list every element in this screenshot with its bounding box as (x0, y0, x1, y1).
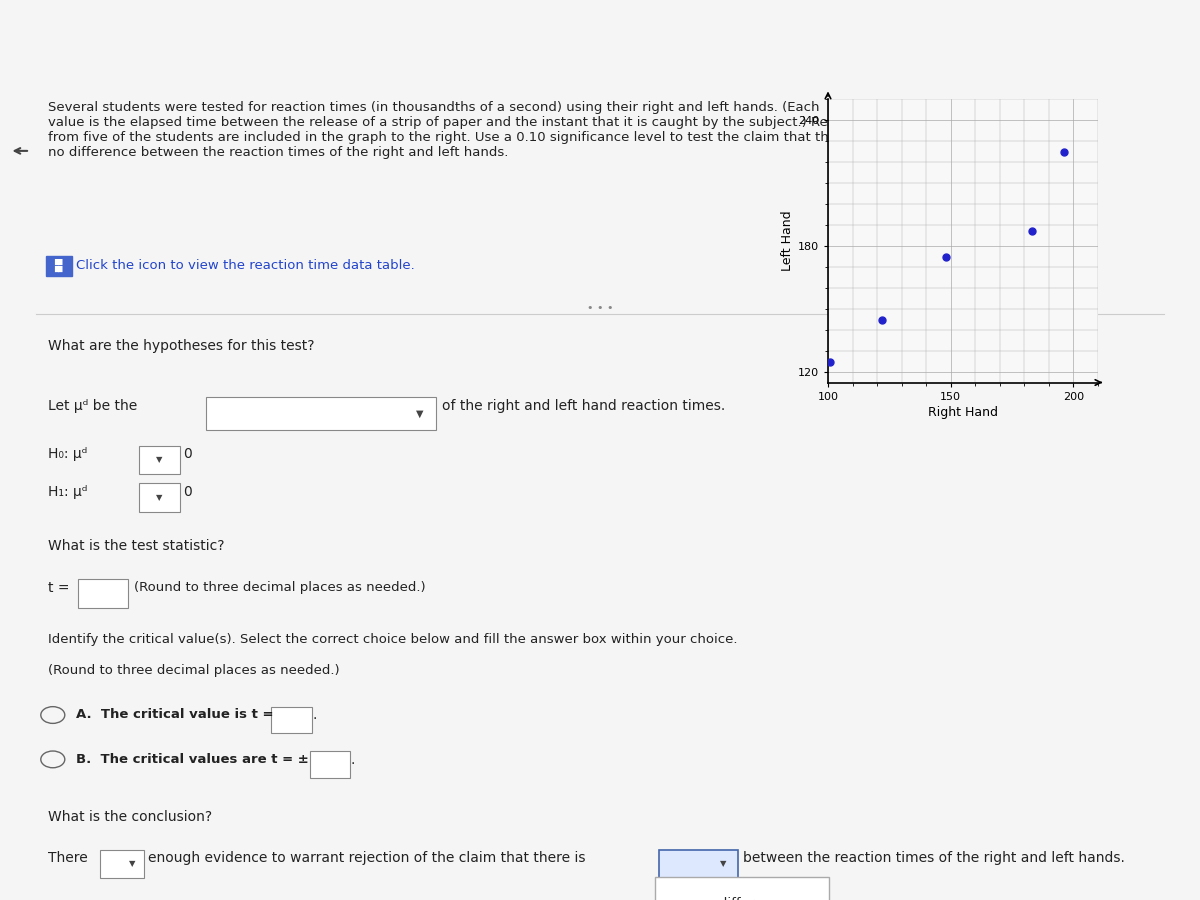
Text: no difference: no difference (698, 897, 786, 900)
Text: (Round to three decimal places as needed.): (Round to three decimal places as needed… (134, 581, 426, 594)
Text: between the reaction times of the right and left hands.: between the reaction times of the right … (743, 851, 1124, 866)
FancyBboxPatch shape (100, 850, 144, 878)
FancyBboxPatch shape (655, 877, 829, 900)
Text: 0: 0 (184, 447, 192, 461)
FancyBboxPatch shape (310, 751, 350, 778)
Text: ▼: ▼ (156, 493, 163, 502)
Text: Identify the critical value(s). Select the correct choice below and fill the ans: Identify the critical value(s). Select t… (48, 633, 738, 646)
Text: ▼: ▼ (416, 409, 424, 419)
Text: ██
██: ██ ██ (54, 259, 64, 272)
FancyBboxPatch shape (659, 850, 738, 878)
Text: Click the icon to view the reaction time data table.: Click the icon to view the reaction time… (76, 259, 414, 272)
Text: ▼: ▼ (128, 860, 136, 868)
Point (936, 249, 955, 264)
Text: t =: t = (48, 581, 70, 595)
FancyBboxPatch shape (78, 580, 128, 608)
Text: Let μᵈ be the: Let μᵈ be the (48, 400, 137, 413)
Text: • • •: • • • (587, 303, 613, 313)
FancyBboxPatch shape (271, 706, 312, 733)
Text: A.  The critical value is t =: A. The critical value is t = (76, 708, 274, 721)
X-axis label: Right Hand: Right Hand (928, 406, 998, 419)
FancyBboxPatch shape (139, 446, 180, 474)
Text: Several students were tested for reaction times (in thousandths of a second) usi: Several students were tested for reactio… (48, 101, 865, 158)
Text: What is the conclusion?: What is the conclusion? (48, 810, 212, 824)
Text: H₀: μᵈ: H₀: μᵈ (48, 447, 88, 461)
FancyBboxPatch shape (139, 483, 180, 511)
Text: What are the hypotheses for this test?: What are the hypotheses for this test? (48, 339, 314, 353)
FancyBboxPatch shape (46, 256, 72, 275)
Text: H₁: μᵈ: H₁: μᵈ (48, 485, 88, 499)
Point (872, 312, 892, 327)
Text: (Round to three decimal places as needed.): (Round to three decimal places as needed… (48, 664, 340, 677)
Text: enough evidence to warrant rejection of the claim that there is: enough evidence to warrant rejection of … (148, 851, 586, 866)
FancyBboxPatch shape (206, 397, 436, 429)
Y-axis label: Left Hand: Left Hand (780, 211, 793, 271)
Text: ▼: ▼ (156, 455, 163, 464)
Text: There: There (48, 851, 88, 866)
Text: 0: 0 (184, 485, 192, 499)
Point (821, 355, 840, 369)
Text: .: . (312, 708, 317, 723)
Point (1054, 144, 1073, 158)
Text: of the right and left hand reaction times.: of the right and left hand reaction time… (442, 400, 725, 413)
Point (1022, 224, 1042, 238)
Text: What is the test statistic?: What is the test statistic? (48, 539, 224, 554)
Text: B.  The critical values are t = ±: B. The critical values are t = ± (76, 752, 308, 766)
Text: .: . (350, 752, 355, 767)
Text: ▼: ▼ (720, 860, 727, 868)
